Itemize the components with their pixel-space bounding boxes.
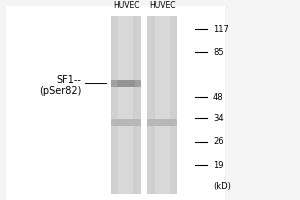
Text: 19: 19 xyxy=(213,161,224,170)
Bar xyxy=(117,80,135,87)
Text: (pSer82): (pSer82) xyxy=(39,86,81,96)
Bar xyxy=(111,80,141,87)
Text: 85: 85 xyxy=(213,48,224,57)
Bar xyxy=(147,16,177,194)
Text: 48: 48 xyxy=(213,93,224,102)
Bar xyxy=(111,16,141,194)
Bar xyxy=(6,6,225,200)
Text: HUVEC: HUVEC xyxy=(113,1,139,10)
Bar xyxy=(147,119,177,126)
Bar xyxy=(118,16,134,194)
Text: (kD): (kD) xyxy=(213,182,231,191)
Text: 117: 117 xyxy=(213,25,229,34)
Text: 34: 34 xyxy=(213,114,224,123)
Text: HUVEC: HUVEC xyxy=(149,1,175,10)
Bar xyxy=(111,119,141,126)
Text: 26: 26 xyxy=(213,137,224,146)
Text: SF1--: SF1-- xyxy=(56,75,81,85)
Bar xyxy=(154,16,169,194)
